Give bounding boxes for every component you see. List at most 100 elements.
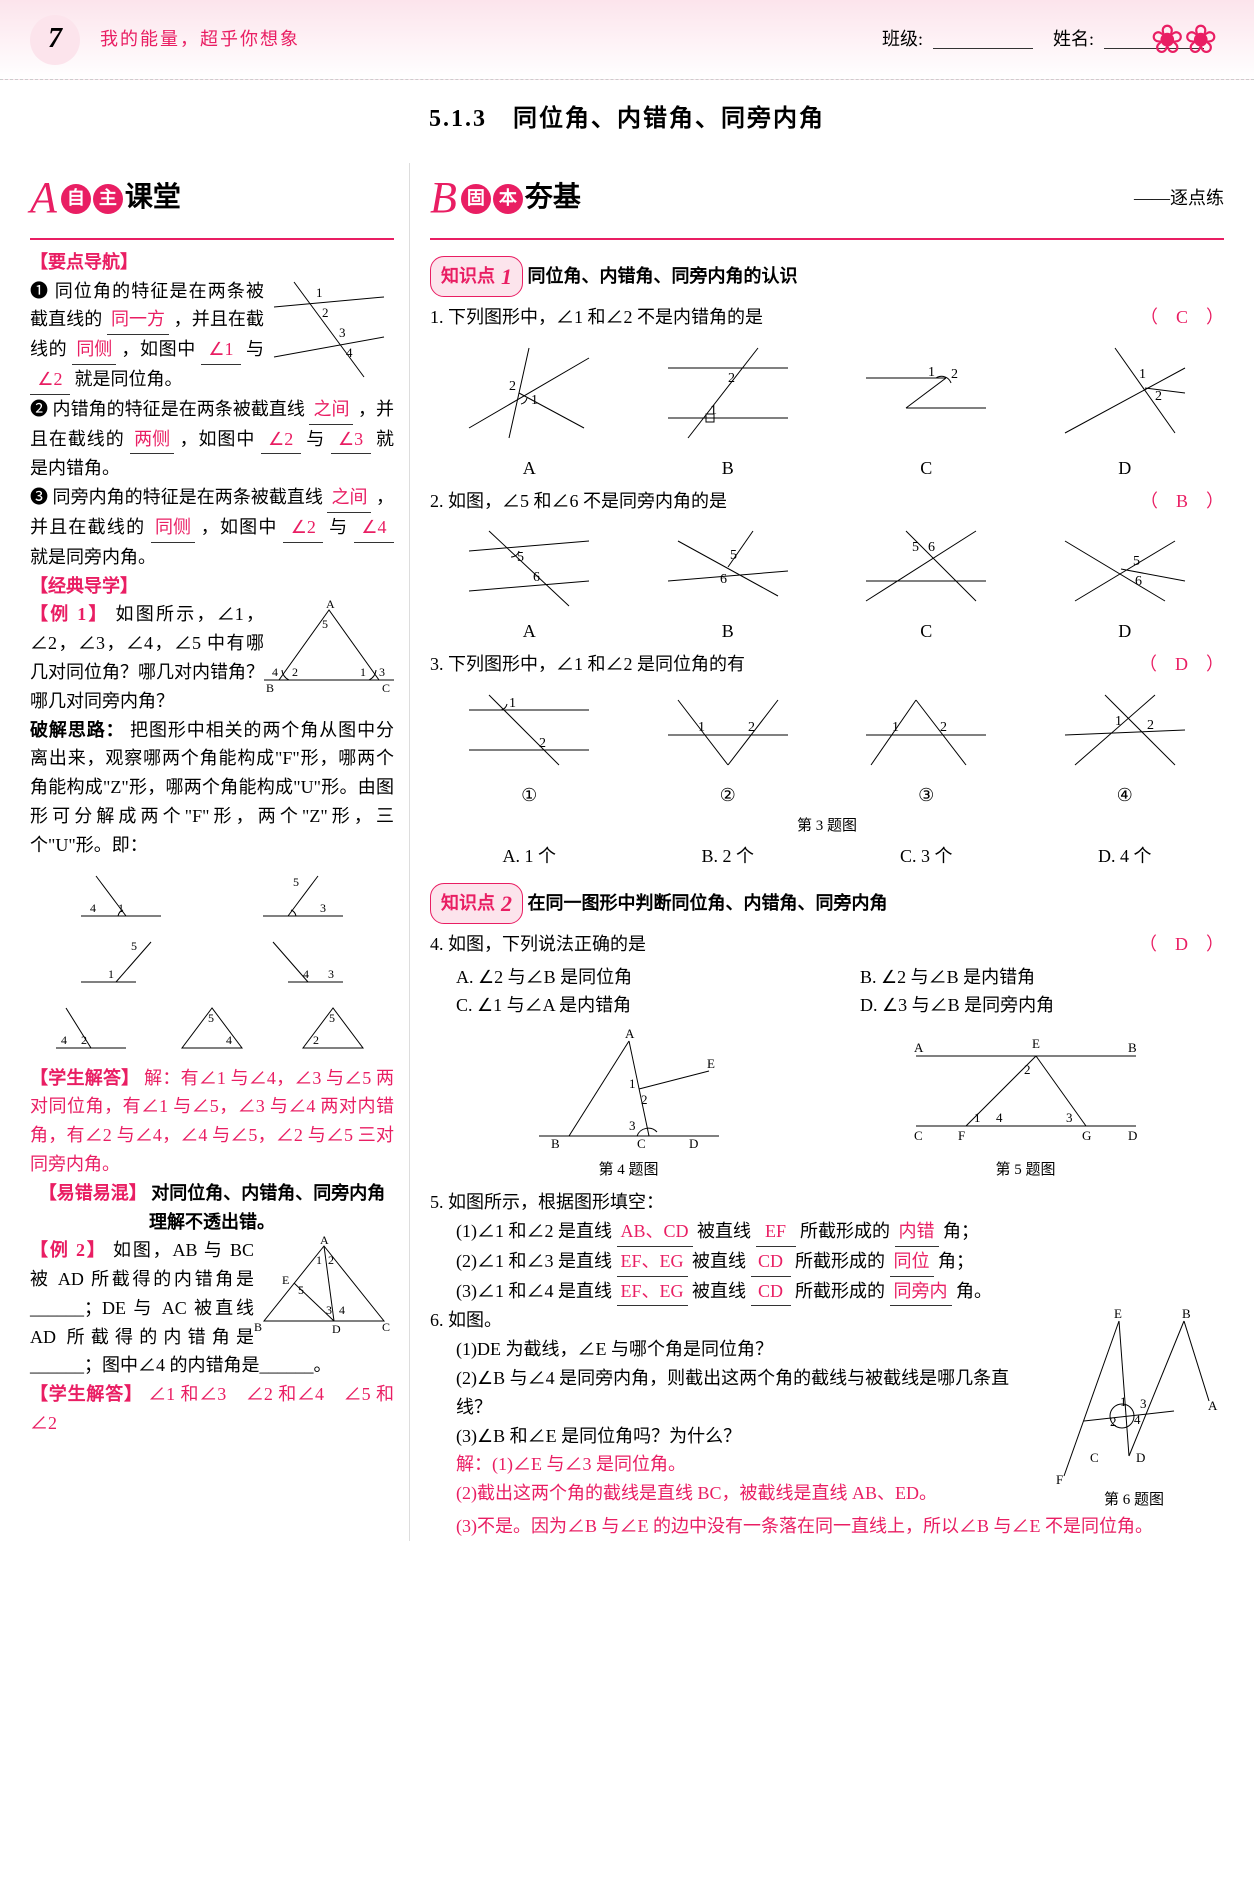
svg-text:E: E <box>1032 1036 1040 1051</box>
q1-opts: A B C D <box>430 454 1224 483</box>
svg-text:2: 2 <box>313 1033 319 1047</box>
svg-text:B: B <box>266 681 274 695</box>
p2-blank-4: ∠3 <box>331 425 371 455</box>
svg-text:1: 1 <box>1115 714 1122 729</box>
svg-text:D: D <box>1136 1450 1145 1465</box>
q3-choice-c: C. 3 个 <box>827 842 1026 871</box>
svg-text:2: 2 <box>539 736 546 751</box>
q6-block: E B A F C D 1 2 4 3 第 6 题图 6. 如图。 (1)DE … <box>430 1306 1224 1541</box>
q5p3e: 角。 <box>956 1281 992 1301</box>
svg-text:4: 4 <box>272 665 278 679</box>
kp1-num: 1 <box>501 259 512 294</box>
example-1-figure: A B C 5 2 1 4 3 <box>264 600 394 700</box>
svg-text:2: 2 <box>509 379 516 394</box>
decorative-flourish: ❀❀ <box>1114 0 1254 80</box>
kp1-badge: 知识点 1 <box>430 256 523 297</box>
q4-q5-figures: A B C D E 1 2 3 第 4 题图 AE <box>430 1026 1224 1182</box>
q3-figures: 12 12 12 12 <box>430 685 1224 775</box>
section-b-suffix: 夯基 <box>525 176 581 221</box>
mistake-label: 【易错易混】 <box>39 1183 147 1203</box>
q5p1e: 角； <box>943 1221 979 1241</box>
p1-mid2: ，如图中 <box>121 339 195 359</box>
q3-fig-1: 12 <box>459 685 599 775</box>
svg-text:A: A <box>320 1236 329 1247</box>
q6-figure-wrap: E B A F C D 1 2 4 3 第 6 题图 <box>1044 1306 1224 1512</box>
svg-text:2: 2 <box>1147 718 1154 733</box>
svg-text:5: 5 <box>912 540 919 555</box>
svg-text:2: 2 <box>728 371 735 386</box>
svg-text:4: 4 <box>346 345 353 360</box>
q5p1d: 所截形成的 <box>800 1221 890 1241</box>
kp2-num: 2 <box>501 886 512 921</box>
q5-stem: 5. 如图所示，根据图形填空： <box>430 1188 1224 1217</box>
q2-fig-d: 56 <box>1055 521 1195 611</box>
svg-text:1: 1 <box>1120 1394 1127 1409</box>
q2-row: 2. 如图，∠5 和∠6 不是同旁内角的是 （ B ） <box>430 487 1224 516</box>
q2-opt-a: A <box>430 617 629 646</box>
p2-lead: ❷ 内错角的特征是在两条被截直线 <box>30 399 305 419</box>
q3-row: 3. 下列图形中，∠1 和∠2 是同位角的有 （ D ） <box>430 650 1224 679</box>
classic-label: 【经典导学】 <box>30 572 394 601</box>
svg-text:2: 2 <box>940 720 947 735</box>
svg-text:3: 3 <box>1066 1110 1073 1125</box>
class-input-line[interactable] <box>933 29 1033 49</box>
decomposed-figures-row-1: 41 53 <box>30 866 394 926</box>
section-a-header: A 自 主 课堂 <box>30 163 394 239</box>
section-a-letter: A <box>30 163 57 233</box>
svg-text:D: D <box>1128 1128 1137 1143</box>
svg-text:2: 2 <box>1155 389 1162 404</box>
svg-text:1: 1 <box>1139 367 1146 382</box>
svg-text:4: 4 <box>61 1033 67 1047</box>
svg-text:6: 6 <box>533 570 540 585</box>
svg-text:3: 3 <box>326 1303 332 1317</box>
q6-caption: 第 6 题图 <box>1044 1488 1224 1512</box>
p1-blank-3: ∠1 <box>201 335 241 365</box>
q1-fig-d: 12 <box>1055 338 1195 448</box>
class-field: 班级: <box>882 25 1033 54</box>
svg-text:2: 2 <box>951 367 958 382</box>
p3-blank-1: 之间 <box>327 483 371 513</box>
q2-text: 2. 如图，∠5 和∠6 不是同旁内角的是 <box>430 487 1140 516</box>
u-shape-3: 52 <box>293 998 373 1058</box>
p3-tail: 就是同旁内角。 <box>30 547 156 567</box>
f-shape-1: 41 <box>76 866 166 926</box>
svg-text:C: C <box>637 1136 646 1151</box>
q3-choice-d: D. 4 个 <box>1026 842 1225 871</box>
p1-blank-1: 同一方 <box>107 305 169 335</box>
content-area: A 自 主 课堂 【要点导航】 1 2 3 4 ❶ 同位角的特征是在两条被截直线… <box>0 163 1254 1571</box>
svg-text:4: 4 <box>339 1303 345 1317</box>
svg-text:2: 2 <box>1024 1062 1031 1077</box>
svg-text:3: 3 <box>379 665 385 679</box>
page-header: 7 我的能量，超乎你想象 班级: 姓名: ❀❀ <box>0 0 1254 80</box>
svg-text:G: G <box>1082 1128 1091 1143</box>
q1-figures: 21 21 12 12 <box>430 338 1224 448</box>
student-ans-label-1: 【学生解答】 <box>30 1068 139 1088</box>
q1-fig-b: 21 <box>658 338 798 448</box>
kp2-label: 知识点 <box>441 889 495 918</box>
svg-text:3: 3 <box>320 901 326 915</box>
svg-text:3: 3 <box>328 967 334 981</box>
svg-text:1: 1 <box>316 1253 322 1267</box>
svg-text:4: 4 <box>226 1033 232 1047</box>
q5p2b1: EF、EG <box>617 1247 688 1277</box>
q1-opt-d: D <box>1026 454 1225 483</box>
q6-a3: (3)不是。因为∠B 与∠E 的边中没有一条落在同一直线上，所以∠B 与∠E 不… <box>430 1512 1224 1541</box>
q5p3c: 被直线 <box>692 1281 746 1301</box>
q5p3d: 所截形成的 <box>795 1281 885 1301</box>
f-shape-2: 53 <box>258 866 348 926</box>
q4-text: 4. 如图，下列说法正确的是 <box>430 930 1139 959</box>
svg-text:E: E <box>282 1273 289 1287</box>
svg-text:A: A <box>326 600 335 611</box>
q2-opts: A B C D <box>430 617 1224 646</box>
column-b: B 固 本 夯基 ——逐点练 知识点 1 同位角、内错角、同旁内角的认识 1. … <box>430 163 1224 1541</box>
svg-text:1: 1 <box>698 720 705 735</box>
q1-fig-c: 12 <box>856 338 996 448</box>
q3-num-1: ① <box>430 781 629 810</box>
svg-text:B: B <box>1182 1306 1191 1321</box>
svg-text:D: D <box>689 1136 698 1151</box>
svg-text:B: B <box>254 1320 262 1334</box>
transversal-figure-1: 1 2 3 4 <box>264 277 394 387</box>
section-a-badge-1: 自 <box>61 184 91 214</box>
svg-text:6: 6 <box>928 540 935 555</box>
q2-fig-c: 56 <box>856 521 996 611</box>
